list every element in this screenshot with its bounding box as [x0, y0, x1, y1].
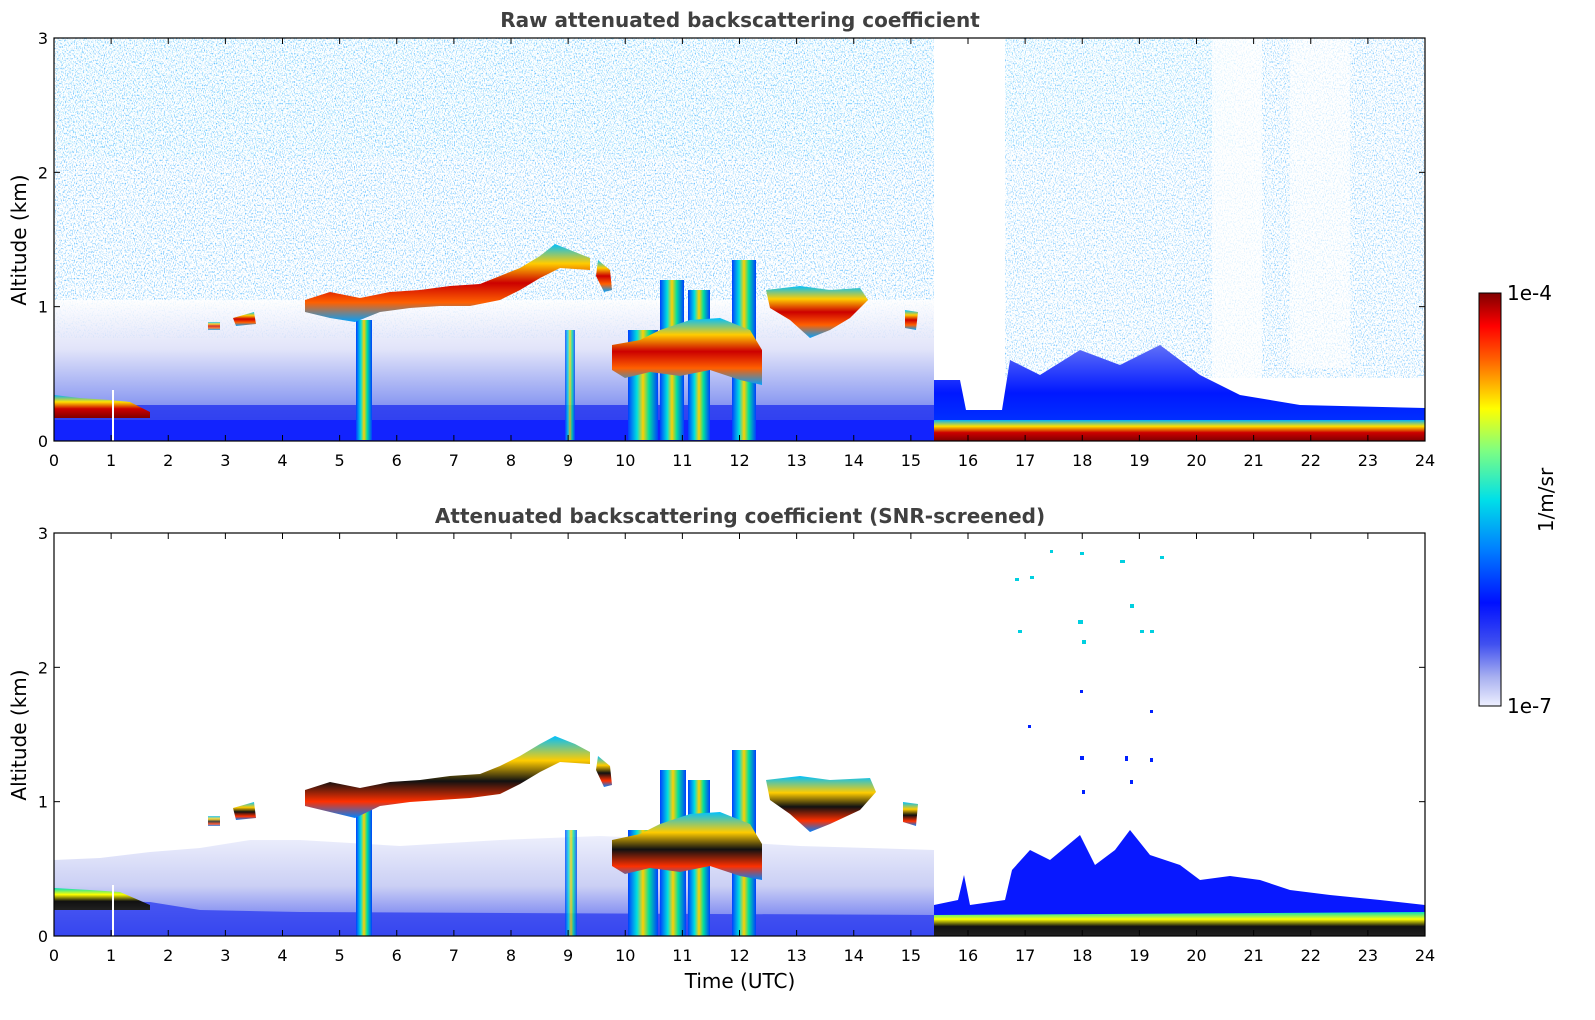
- x-tick-label: 20: [1186, 946, 1206, 965]
- x-tick-label: 12: [729, 451, 749, 470]
- x-tick-label: 19: [1129, 451, 1149, 470]
- y-tick-label: 3: [38, 524, 48, 543]
- x-tick-label: 20: [1186, 451, 1206, 470]
- x-tick-label: 2: [163, 946, 173, 965]
- colorbar-unit-label: 1/m/sr: [1534, 467, 1558, 532]
- x-tick-label: 24: [1415, 946, 1435, 965]
- colorbar-max-label: 1e-4: [1507, 281, 1552, 305]
- x-tick-label: 1: [106, 451, 116, 470]
- y-tick-label: 0: [38, 927, 48, 946]
- x-tick-label: 7: [449, 946, 459, 965]
- x-tick-label: 9: [563, 946, 573, 965]
- panel-screened-heatmap: [54, 533, 1425, 936]
- colorbar-min-label: 1e-7: [1507, 694, 1552, 718]
- x-tick-label: 6: [392, 451, 402, 470]
- x-tick-label: 14: [844, 946, 864, 965]
- colorbar-gradient: [1478, 292, 1502, 707]
- x-tick-label: 10: [615, 946, 635, 965]
- x-tick-label: 8: [506, 451, 516, 470]
- x-tick-label: 24: [1415, 451, 1435, 470]
- x-tick-label: 0: [49, 451, 59, 470]
- panel-screened-title: Attenuated backscattering coefficient (S…: [435, 504, 1045, 528]
- x-tick-label: 18: [1072, 451, 1092, 470]
- panel-screened-y-ticks: 0 1 2 3: [38, 524, 1425, 946]
- x-tick-label: 22: [1301, 451, 1321, 470]
- panel-raw-ylabel: Altitude (km): [7, 174, 31, 305]
- x-tick-label: 4: [277, 451, 287, 470]
- panel-screened-x-ticks: 0 1 2 3 4 5 6 7 8 9 10 11 12 13 14 15 16 17 18 19 20 21 22 23 24: [49, 533, 1435, 965]
- panel-raw-y-ticks: 0 1 2 3: [38, 29, 1425, 451]
- x-tick-label: 2: [163, 451, 173, 470]
- x-tick-label: 17: [1015, 451, 1035, 470]
- x-tick-label: 15: [901, 451, 921, 470]
- y-tick-label: 2: [38, 658, 48, 677]
- panel-screened: Attenuated backscattering coefficient (S…: [7, 504, 1435, 993]
- x-tick-label: 5: [335, 451, 345, 470]
- panel-raw-x-ticks: 0 1 2 3 4 5 6 7 8 9 10 11 12 13 14 15 16 17 18 19 20 21 22 23 24: [49, 38, 1435, 470]
- x-tick-label: 10: [615, 451, 635, 470]
- x-tick-label: 4: [277, 946, 287, 965]
- x-tick-label: 23: [1358, 451, 1378, 470]
- y-tick-label: 1: [38, 793, 48, 812]
- x-tick-label: 15: [901, 946, 921, 965]
- colorbar: 1e-4 1e-7 1/m/sr: [1478, 281, 1558, 718]
- x-tick-label: 19: [1129, 946, 1149, 965]
- x-tick-label: 13: [786, 451, 806, 470]
- y-tick-label: 1: [38, 298, 48, 317]
- x-tick-label: 8: [506, 946, 516, 965]
- x-tick-label: 16: [958, 451, 978, 470]
- x-tick-label: 3: [220, 946, 230, 965]
- x-tick-label: 6: [392, 946, 402, 965]
- x-tick-label: 16: [958, 946, 978, 965]
- panel-raw-title: Raw attenuated backscattering coefficien…: [500, 8, 980, 32]
- panel-screened-xlabel: Time (UTC): [684, 969, 796, 993]
- x-tick-label: 9: [563, 451, 573, 470]
- x-tick-label: 13: [786, 946, 806, 965]
- x-tick-label: 21: [1243, 451, 1263, 470]
- x-tick-label: 23: [1358, 946, 1378, 965]
- x-tick-label: 21: [1243, 946, 1263, 965]
- x-tick-label: 11: [672, 451, 692, 470]
- panel-raw-heatmap: [54, 38, 1425, 441]
- y-tick-label: 3: [38, 29, 48, 48]
- x-tick-label: 12: [729, 946, 749, 965]
- x-tick-label: 7: [449, 451, 459, 470]
- y-tick-label: 0: [38, 432, 48, 451]
- x-tick-label: 11: [672, 946, 692, 965]
- x-tick-label: 14: [844, 451, 864, 470]
- x-tick-label: 3: [220, 451, 230, 470]
- x-tick-label: 1: [106, 946, 116, 965]
- x-tick-label: 17: [1015, 946, 1035, 965]
- panel-screened-ylabel: Altitude (km): [7, 669, 31, 800]
- y-tick-label: 2: [38, 163, 48, 182]
- x-tick-label: 18: [1072, 946, 1092, 965]
- x-tick-label: 22: [1301, 946, 1321, 965]
- panel-raw: Raw attenuated backscattering coefficien…: [7, 8, 1435, 470]
- x-tick-label: 0: [49, 946, 59, 965]
- x-tick-label: 5: [335, 946, 345, 965]
